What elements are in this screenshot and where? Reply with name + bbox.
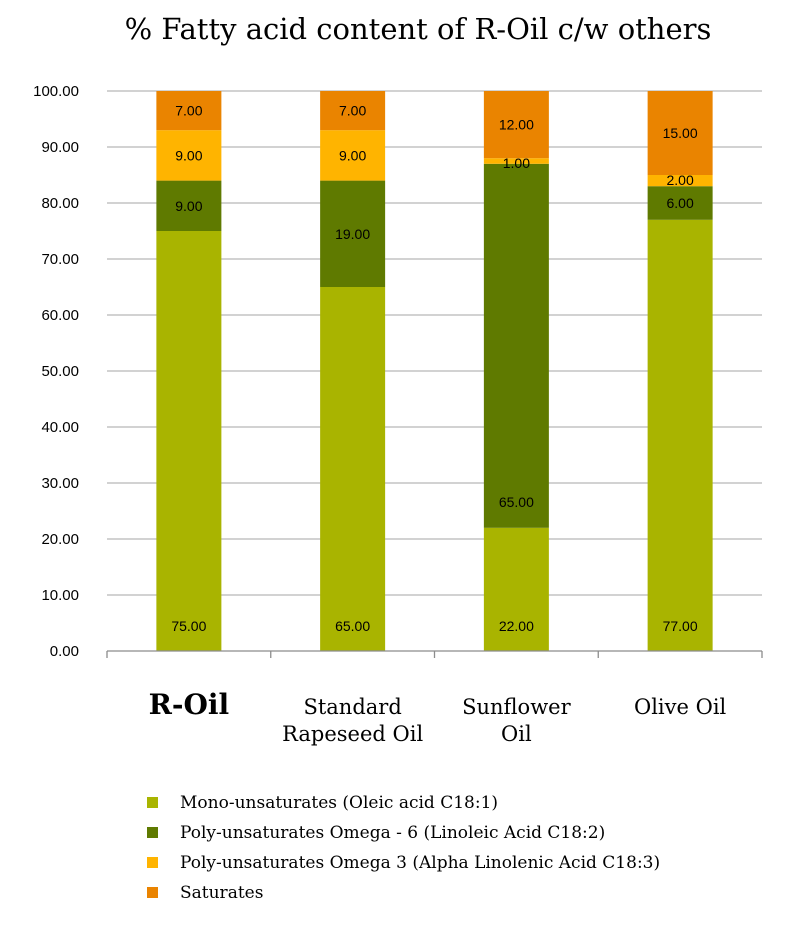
data-label: 9.00	[175, 198, 202, 214]
bar-segment	[483, 158, 549, 164]
legend-entry: Poly-unsaturates Omega 3 (Alpha Linoleni…	[180, 853, 660, 873]
data-label: 65.00	[335, 618, 370, 634]
bar-segment	[320, 130, 386, 181]
y-tick-label: 100.00	[33, 83, 79, 100]
data-label: 6.00	[667, 195, 694, 211]
data-label: 2.00	[667, 172, 694, 188]
data-label: 19.00	[335, 226, 370, 242]
data-label: 77.00	[663, 618, 698, 634]
legend-swatch	[147, 857, 158, 868]
x-axis	[106, 650, 763, 658]
chart-title: % Fatty acid content of R-Oil c/w others	[125, 12, 712, 46]
legend-entry: Poly-unsaturates Omega - 6 (Linoleic Aci…	[180, 823, 605, 843]
bar-segment	[647, 219, 713, 652]
category-label: R-Oil	[149, 688, 230, 721]
data-labels: 75.00 9.00 9.00 7.00 65.00 19.00 9.00 7.00 22.00…	[171, 103, 697, 634]
bars	[156, 91, 713, 652]
bar-segment	[320, 180, 386, 287]
legend-entry: Mono-unsaturates (Oleic acid C18:1)	[180, 793, 498, 813]
y-tick-label: 50.00	[41, 363, 79, 380]
bar-segment	[647, 91, 713, 175]
y-tick-label: 40.00	[41, 419, 79, 436]
bar-segment	[483, 163, 549, 528]
data-label: 1.00	[503, 155, 530, 171]
y-tick-label: 90.00	[41, 139, 79, 156]
y-tick-label: 60.00	[41, 307, 79, 324]
legend-entry: Saturates	[180, 883, 263, 903]
legend-swatch	[147, 797, 158, 808]
bar-segment	[320, 287, 386, 651]
category-label: Sunflower Oil	[462, 695, 571, 746]
data-label: 9.00	[175, 147, 202, 163]
y-axis-ticks: 0.00 10.00 20.00 30.00 40.00 50.00 60.00 70.00 8…	[33, 83, 79, 660]
bar-segment	[156, 231, 222, 651]
bar-segment	[483, 527, 549, 651]
bar-segment	[483, 91, 549, 159]
bar-segment	[320, 91, 386, 131]
category-label: Olive Oil	[634, 695, 727, 719]
legend-swatch	[147, 827, 158, 838]
data-label: 7.00	[339, 103, 366, 119]
category-label: Standard Rapeseed Oil	[282, 695, 423, 746]
data-label: 12.00	[499, 117, 534, 133]
bar-segment	[647, 175, 713, 187]
y-tick-label: 10.00	[41, 587, 79, 604]
y-tick-label: 70.00	[41, 251, 79, 268]
bar-segment	[647, 186, 713, 220]
data-label: 22.00	[499, 618, 534, 634]
bar-segment	[156, 180, 222, 231]
legend-swatch	[147, 887, 158, 898]
y-tick-label: 0.00	[50, 643, 79, 660]
data-label: 9.00	[339, 147, 366, 163]
bar-segment	[156, 91, 222, 131]
data-label: 75.00	[171, 618, 206, 634]
category-labels: R-Oil Standard Rapeseed Oil Sunflower Oil Oli…	[149, 688, 727, 746]
data-label: 15.00	[663, 125, 698, 141]
data-label: 65.00	[499, 494, 534, 510]
y-tick-label: 30.00	[41, 475, 79, 492]
data-label: 7.00	[175, 103, 202, 119]
bar-segment	[156, 130, 222, 181]
y-tick-label: 80.00	[41, 195, 79, 212]
y-tick-label: 20.00	[41, 531, 79, 548]
legend: Mono-unsaturates (Oleic acid C18:1) Poly-…	[147, 793, 660, 903]
